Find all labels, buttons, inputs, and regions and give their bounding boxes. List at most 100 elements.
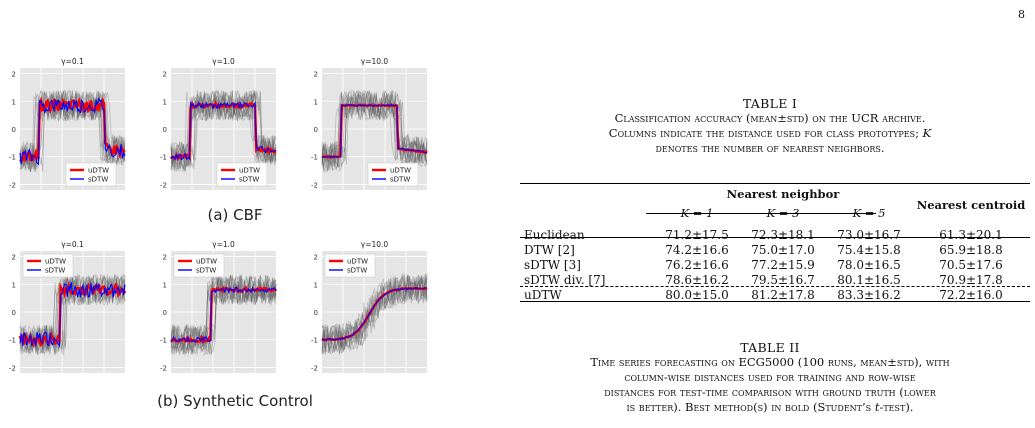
sample-trace xyxy=(170,274,277,355)
sample-trace xyxy=(321,275,428,351)
sample-trace xyxy=(321,274,428,354)
legend-box xyxy=(216,162,268,187)
legend-sdtw-label: sDTW xyxy=(88,176,108,184)
table1-header-centroid: Nearest centroid xyxy=(916,198,1026,212)
cell-centroid: 72.2±16.0 xyxy=(939,288,1003,302)
table2-caption-line4-pre: is better). Best method(s) in bold (Stud… xyxy=(626,400,875,414)
legend-udtw-label: uDTW xyxy=(239,167,260,175)
row-name: sDTW div. [7] xyxy=(524,273,606,287)
tables-column: TABLE I Classification accuracy (mean±st… xyxy=(505,0,1035,424)
sample-trace xyxy=(19,274,126,353)
cell-centroid: 65.9±18.8 xyxy=(939,243,1003,257)
sample-trace xyxy=(321,274,428,355)
subplot-title: γ=10.0 xyxy=(361,57,389,66)
sample-trace xyxy=(19,275,126,355)
row-name: DTW [2] xyxy=(524,243,575,257)
table2-caption-line3: distances for test-time comparison with … xyxy=(604,385,936,399)
y-tick-label: 1 xyxy=(163,98,167,106)
table1-rule-header xyxy=(520,237,1030,238)
sample-trace xyxy=(321,276,428,351)
table1-caption: Classification accuracy (mean±std) on th… xyxy=(505,111,1035,156)
sample-trace xyxy=(321,90,428,167)
sample-trace xyxy=(19,274,126,354)
sample-trace xyxy=(321,272,428,355)
table1-rule-top xyxy=(520,183,1030,184)
figure-panels: 2 1 0 -1 -2 γ=0.1 uDTW sDTW 2 1 0 -1 -2 γ=1.0 uDTW sDTW… xyxy=(0,0,430,424)
cell-k5: 75.4±15.8 xyxy=(837,243,901,257)
table1-caption-var: K xyxy=(922,126,932,140)
legend-box xyxy=(367,162,419,187)
sample-trace xyxy=(170,90,277,169)
subplot-title: γ=10.0 xyxy=(361,240,389,249)
udtw-line xyxy=(19,95,126,163)
cell-k3: 75.0±17.0 xyxy=(751,243,815,257)
table2-caption: Time series forecasting on ECG5000 (100 … xyxy=(505,355,1035,415)
cell-k1: 71.2±17.5 xyxy=(665,228,729,242)
table2-caption-var: t xyxy=(874,400,880,414)
y-tick-label: -2 xyxy=(9,364,16,372)
table2-caption-line4: is better). Best method(s) in bold (Stud… xyxy=(505,400,1035,415)
table1-header-k5: K = 5 xyxy=(852,205,886,220)
table1-header-k3: K = 3 xyxy=(766,205,800,220)
cell-centroid: 70.9±17.8 xyxy=(939,273,1003,287)
y-tick-label: -2 xyxy=(160,364,167,372)
cell-k5: 80.1±16.5 xyxy=(837,273,901,287)
sample-trace xyxy=(321,276,428,354)
y-tick-label: 1 xyxy=(163,281,167,289)
cell-k1: 78.6±16.2 xyxy=(665,273,729,287)
table1-caption-line3: denotes the number of nearest neighbors. xyxy=(655,141,885,155)
figure-svg: 210-1-2γ=0.1uDTWsDTW210-1-2γ=1.0uDTWsDTW… xyxy=(9,57,428,373)
legend-udtw-label: uDTW xyxy=(347,258,368,266)
y-tick-label: -1 xyxy=(160,154,167,162)
legend-sdtw-label: sDTW xyxy=(239,176,259,184)
table1-header-empty2 xyxy=(520,202,654,224)
table1-caption-line2: Columns indicate the distance used for c… xyxy=(505,126,1035,141)
cell-k3: 77.2±15.9 xyxy=(751,258,815,272)
legend-box xyxy=(22,253,74,278)
sample-trace xyxy=(170,275,277,355)
row-name: Euclidean xyxy=(524,228,585,242)
table2-caption-line4-post: -test). xyxy=(879,400,914,414)
subplot-title: γ=0.1 xyxy=(61,57,84,66)
y-tick-label: 0 xyxy=(12,126,16,134)
sample-trace xyxy=(321,91,428,172)
legend-sdtw-label: sDTW xyxy=(196,267,216,275)
page-number: 8 xyxy=(1018,8,1025,21)
sdtw-line xyxy=(170,101,277,161)
table-row: sDTW [3] 76.2±16.6 77.2±15.9 78.0±16.5 7… xyxy=(520,258,1030,273)
y-tick-label: 2 xyxy=(12,254,16,262)
sample-trace xyxy=(321,274,428,355)
sample-trace xyxy=(170,276,277,348)
legend-udtw-label: uDTW xyxy=(45,258,66,266)
sdtw-line xyxy=(321,103,428,159)
sample-trace xyxy=(19,90,126,170)
sample-trace xyxy=(19,273,126,357)
udtw-line xyxy=(170,285,278,344)
row-name: sDTW [3] xyxy=(524,258,581,272)
table2-title: TABLE II xyxy=(740,340,800,355)
y-tick-label: -2 xyxy=(9,181,16,189)
y-tick-label: -1 xyxy=(160,337,167,345)
panel-b-label: (b) Synthetic Control xyxy=(157,392,313,410)
cell-k1: 74.2±16.6 xyxy=(665,243,729,257)
y-tick-label: 1 xyxy=(314,98,318,106)
sample-trace xyxy=(19,90,126,173)
sample-trace xyxy=(19,274,126,355)
table-row: sDTW div. [7] 78.6±16.2 79.5±16.7 80.1±1… xyxy=(520,273,1030,288)
y-tick-label: 0 xyxy=(163,309,167,317)
sample-trace xyxy=(321,276,428,353)
legend-udtw-label: uDTW xyxy=(196,258,217,266)
y-tick-label: 1 xyxy=(314,281,318,289)
sample-trace xyxy=(170,274,277,355)
sample-trace xyxy=(19,91,126,171)
sample-trace xyxy=(321,89,428,170)
table2-caption-line1: Time series forecasting on ECG5000 (100 … xyxy=(590,355,950,369)
sample-trace xyxy=(321,90,428,173)
sdtw-line xyxy=(19,97,126,166)
cell-k1: 80.0±15.0 xyxy=(665,288,729,302)
y-tick-label: 2 xyxy=(12,71,16,79)
y-tick-label: 0 xyxy=(314,309,318,317)
sample-trace xyxy=(170,274,277,355)
sdtw-line xyxy=(19,282,126,348)
legend-udtw-label: uDTW xyxy=(390,167,411,175)
